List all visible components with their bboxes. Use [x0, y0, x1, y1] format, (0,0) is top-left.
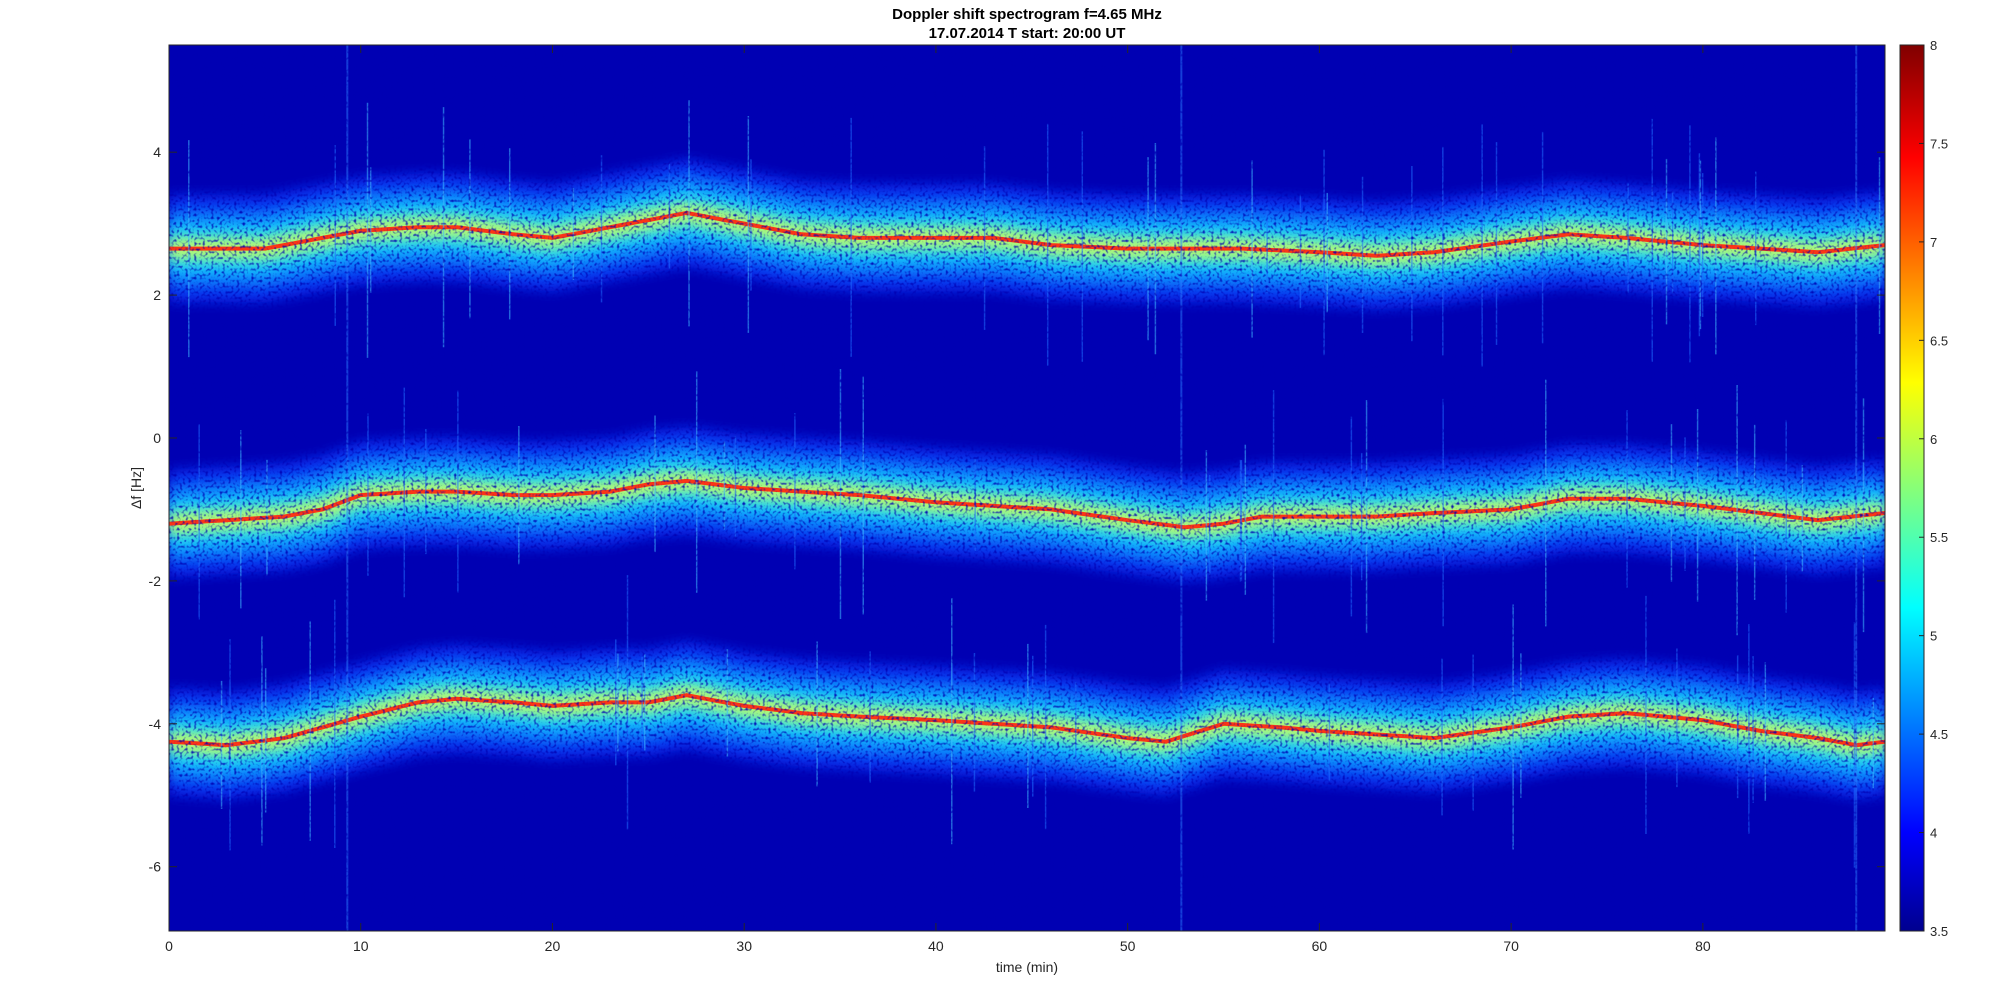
colorbar-ticks: 8 7.5 7 6.5 6 5.5 5 4.5 4 3.5: [1919, 38, 1948, 939]
x-tick-label: 20: [545, 938, 561, 954]
y-axis-label: Δf [Hz]: [128, 467, 144, 509]
colorbar-tick-label: 4.5: [1930, 727, 1948, 742]
colorbar-tick-label: 6.5: [1930, 333, 1948, 348]
x-tick-label: 80: [1695, 938, 1711, 954]
x-tick-label: 0: [165, 938, 173, 954]
colorbar-tick-label: 6: [1930, 432, 1937, 447]
x-tick-label: 30: [736, 938, 752, 954]
colorbar-tick-label: 3.5: [1930, 924, 1948, 939]
x-tick-label: 70: [1503, 938, 1519, 954]
x-tick-label: 50: [1120, 938, 1136, 954]
x-axis-label: time (min): [996, 959, 1058, 975]
y-tick-label: 2: [153, 287, 161, 303]
y-tick-label: -2: [149, 573, 162, 589]
colorbar-tick-label: 8: [1930, 38, 1937, 53]
y-tick-label: -6: [149, 859, 162, 875]
plot-frame: [168, 44, 1886, 932]
colorbar-tick-label: 7: [1930, 235, 1937, 250]
y-tick-label: 4: [153, 144, 161, 160]
x-tick-label: 10: [353, 938, 369, 954]
colorbar-tick-label: 5.5: [1930, 530, 1948, 545]
y-tick-label: -4: [149, 716, 162, 732]
colorbar-tick-label: 5: [1930, 629, 1937, 644]
colorbar: [1899, 44, 1925, 932]
colorbar-tick-label: 4: [1930, 826, 1937, 841]
y-tick-label: 0: [153, 430, 161, 446]
plot-area: [169, 45, 1885, 931]
chart-title: Doppler shift spectrogram f=4.65 MHz: [892, 6, 1162, 23]
x-axis-ticks: 0 10 20 30 40 50 60 70 80: [165, 45, 1711, 954]
speckle-texture: [169, 45, 1885, 931]
colorbar-tick-label: 7.5: [1930, 136, 1948, 151]
x-tick-label: 60: [1312, 938, 1328, 954]
x-tick-label: 40: [928, 938, 944, 954]
chart-subtitle: 17.07.2014 T start: 20:00 UT: [929, 25, 1126, 42]
y-axis-ticks: 4 2 0 -2 -4 -6: [149, 144, 1885, 875]
